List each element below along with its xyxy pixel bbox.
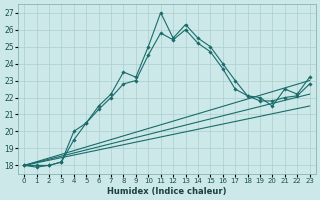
X-axis label: Humidex (Indice chaleur): Humidex (Indice chaleur) xyxy=(107,187,227,196)
